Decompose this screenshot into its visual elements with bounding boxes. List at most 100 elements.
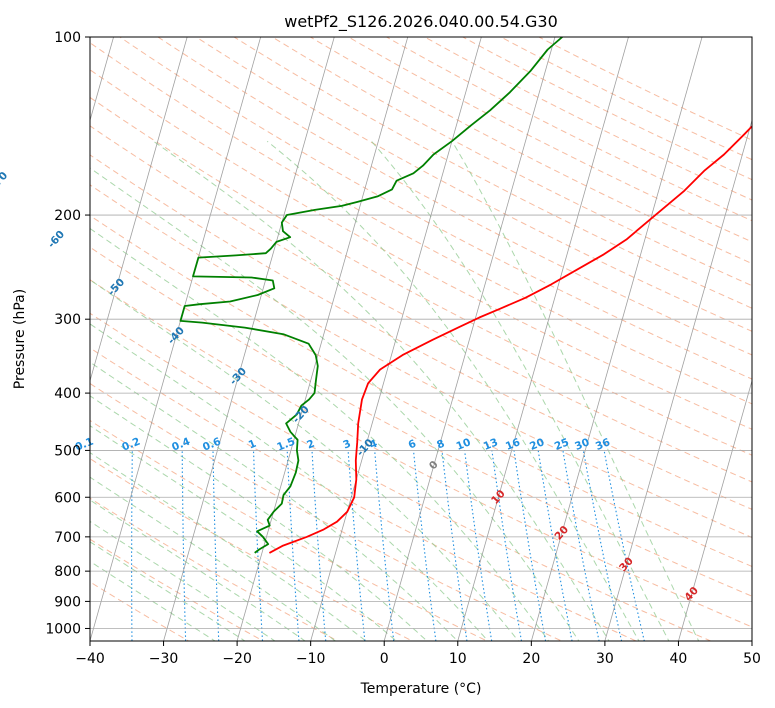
isotherm-line <box>90 37 262 641</box>
dry-adiabat <box>233 37 752 309</box>
moist-adiabat <box>90 499 306 641</box>
axis-layer: −40 −30 −20 −10 0 10 20 30 40 5010020030040050060… <box>45 30 761 667</box>
mixing-ratio-line <box>212 450 220 641</box>
moist-adiabat <box>90 476 337 641</box>
mixing-ratio-label: 1.5 <box>275 436 297 454</box>
moist-adiabat <box>90 361 459 641</box>
mixing-ratio-label: 1 <box>247 438 258 452</box>
mixing-ratio-label: 36 <box>594 436 612 453</box>
isotherm-label: -50 <box>106 276 128 298</box>
mixing-ratio-label: 3 <box>341 438 352 452</box>
dry-adiabat <box>118 37 752 380</box>
dry-adiabat <box>90 96 752 456</box>
mixing-ratio-label: 4 <box>368 438 379 452</box>
moist-adiabat <box>90 560 217 641</box>
plot-frame <box>89 36 753 642</box>
mixing-ratio-label: 0.4 <box>170 436 192 454</box>
mixing-ratio-label: 2 <box>305 438 316 452</box>
mixing-ratio-label: 20 <box>528 436 546 453</box>
y-tick-label: 800 <box>54 564 81 580</box>
mixing-ratio-label: 6 <box>407 438 418 452</box>
mixing-ratio-line <box>347 450 366 641</box>
dewpoint-profile-line <box>179 37 563 554</box>
isotherm-line <box>383 37 556 641</box>
moist-adiabat <box>371 140 670 641</box>
x-axis-label: Temperature (°C) <box>360 681 482 697</box>
dry-adiabat <box>90 312 712 641</box>
dry-adiabat <box>90 538 265 641</box>
mixing-ratio-line <box>582 450 623 641</box>
y-tick-label: 500 <box>54 443 81 459</box>
dry-adiabat <box>499 37 752 161</box>
moist-adiabat <box>90 167 580 641</box>
dry-adiabat <box>157 37 752 356</box>
chart-title: wetPf2_S126.2026.040.00.54.G30 <box>284 12 558 32</box>
y-tick-label: 1000 <box>45 621 81 637</box>
dry-adiabat <box>90 125 752 483</box>
isotherm-line <box>236 37 409 641</box>
mixing-ratio-label: 13 <box>482 436 500 453</box>
x-tick-label: 30 <box>596 651 614 667</box>
x-tick-label: −10 <box>296 651 326 667</box>
isotherm-label: 10 <box>489 488 508 507</box>
x-tick-label: 10 <box>449 651 467 667</box>
mixing-ratio-line <box>181 450 187 641</box>
moist-adiabat <box>451 140 700 641</box>
moist-adiabat <box>153 140 610 641</box>
y-tick-label: 300 <box>54 312 81 328</box>
y-tick-label: 600 <box>54 490 81 506</box>
y-axis-label: Pressure (hPa) <box>12 289 28 389</box>
dry-adiabat <box>90 419 489 641</box>
isotherm-label: 40 <box>682 585 701 604</box>
dry-adiabat <box>385 37 752 222</box>
dry-adiabat <box>90 69 752 430</box>
x-tick-label: −20 <box>222 651 252 667</box>
mixing-ratio-line <box>311 450 327 641</box>
isotherm-line <box>163 37 335 641</box>
dry-adiabat <box>90 347 638 641</box>
isotherm-label: -60 <box>46 228 68 250</box>
isotherm-line <box>310 37 482 641</box>
data-layer <box>179 37 752 554</box>
mixing-ratio-line <box>374 450 395 641</box>
moist-adiabat <box>266 140 640 641</box>
dry-adiabat <box>271 37 752 287</box>
x-tick-label: 0 <box>380 651 389 667</box>
x-tick-label: −30 <box>149 651 179 667</box>
dry-adiabat <box>90 458 414 641</box>
isotherm-label: 20 <box>552 524 571 543</box>
mixing-ratio-line <box>412 450 437 641</box>
mixing-ratio-line <box>491 450 523 641</box>
moist-adiabat <box>90 452 367 641</box>
y-tick-label: 400 <box>54 386 81 402</box>
y-tick-label: 700 <box>54 530 81 546</box>
mixing-ratio-label: 8 <box>435 438 446 452</box>
mixing-ratio-label: 10 <box>454 436 472 453</box>
mixing-ratio-line <box>464 450 493 641</box>
isotherm-line <box>751 639 752 641</box>
y-tick-label: 100 <box>54 30 81 46</box>
mixing-ratio-label: 30 <box>573 436 591 453</box>
moist-adiabat <box>90 227 550 641</box>
y-tick-label: 200 <box>54 208 81 224</box>
dry-adiabat <box>461 37 752 181</box>
isotherm-line <box>457 37 629 641</box>
isotherm-line <box>678 379 752 641</box>
label-layer: 0.10.20.40.611.52346810131620253036-100-… <box>0 170 701 604</box>
mixing-ratio-label: 25 <box>553 436 571 453</box>
mixing-ratio-line <box>286 450 300 641</box>
dry-adiabat <box>90 279 752 628</box>
mixing-ratio-line <box>513 450 547 641</box>
mixing-ratio-line <box>603 450 645 641</box>
moist-adiabat <box>90 520 276 641</box>
grid-layer <box>90 37 752 641</box>
x-tick-label: 40 <box>670 651 688 667</box>
temperature-profile-line <box>268 125 752 554</box>
isotherm-label: -20 <box>290 404 312 426</box>
moist-adiabat <box>90 279 520 641</box>
isotherm-line <box>90 37 188 383</box>
isotherm-line <box>530 37 703 641</box>
mixing-ratio-label: 16 <box>504 436 522 453</box>
moist-adiabat <box>90 395 428 641</box>
